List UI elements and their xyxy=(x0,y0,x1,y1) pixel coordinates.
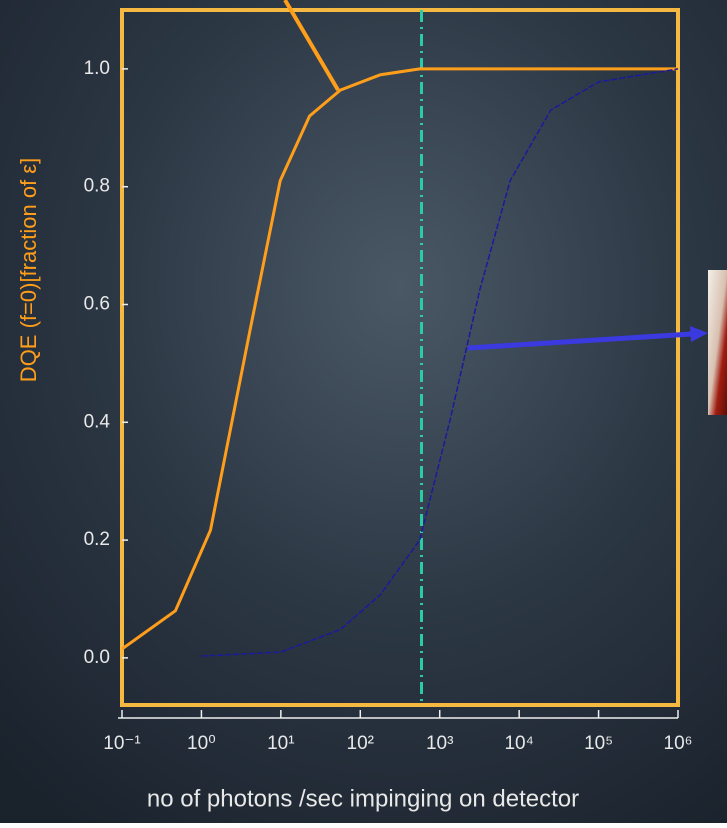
x-tick-label: 10⁵ xyxy=(584,733,613,754)
inset-image xyxy=(708,270,727,415)
y-tick-label: 1.0 xyxy=(84,58,110,79)
y-tick-label: 0.6 xyxy=(84,294,110,315)
x-tick-label: 10¹ xyxy=(267,733,294,754)
x-axis-label: no of photons /sec impinging on detector xyxy=(147,785,579,812)
y-tick-label: 0.4 xyxy=(84,411,111,432)
x-tick-label: 10⁶ xyxy=(664,733,693,754)
y-tick-label: 0.0 xyxy=(84,647,110,668)
x-tick-label: 10⁻¹ xyxy=(103,733,141,754)
x-tick-label: 10² xyxy=(347,733,374,754)
y-axis-label: DQE (f=0)[fraction of ε] xyxy=(16,158,41,382)
chart: 0.0 0.2 0.4 0.6 0.8 1.0 10⁻¹ 10⁰ 10¹ 10² 10³ 10⁴ 10⁵… xyxy=(0,0,727,823)
y-tick-label: 0.2 xyxy=(84,529,110,550)
x-tick-label: 10⁴ xyxy=(504,733,533,754)
y-tick-label: 0.8 xyxy=(84,176,110,197)
x-tick-label: 10⁰ xyxy=(187,733,216,754)
x-tick-label: 10³ xyxy=(426,733,453,754)
